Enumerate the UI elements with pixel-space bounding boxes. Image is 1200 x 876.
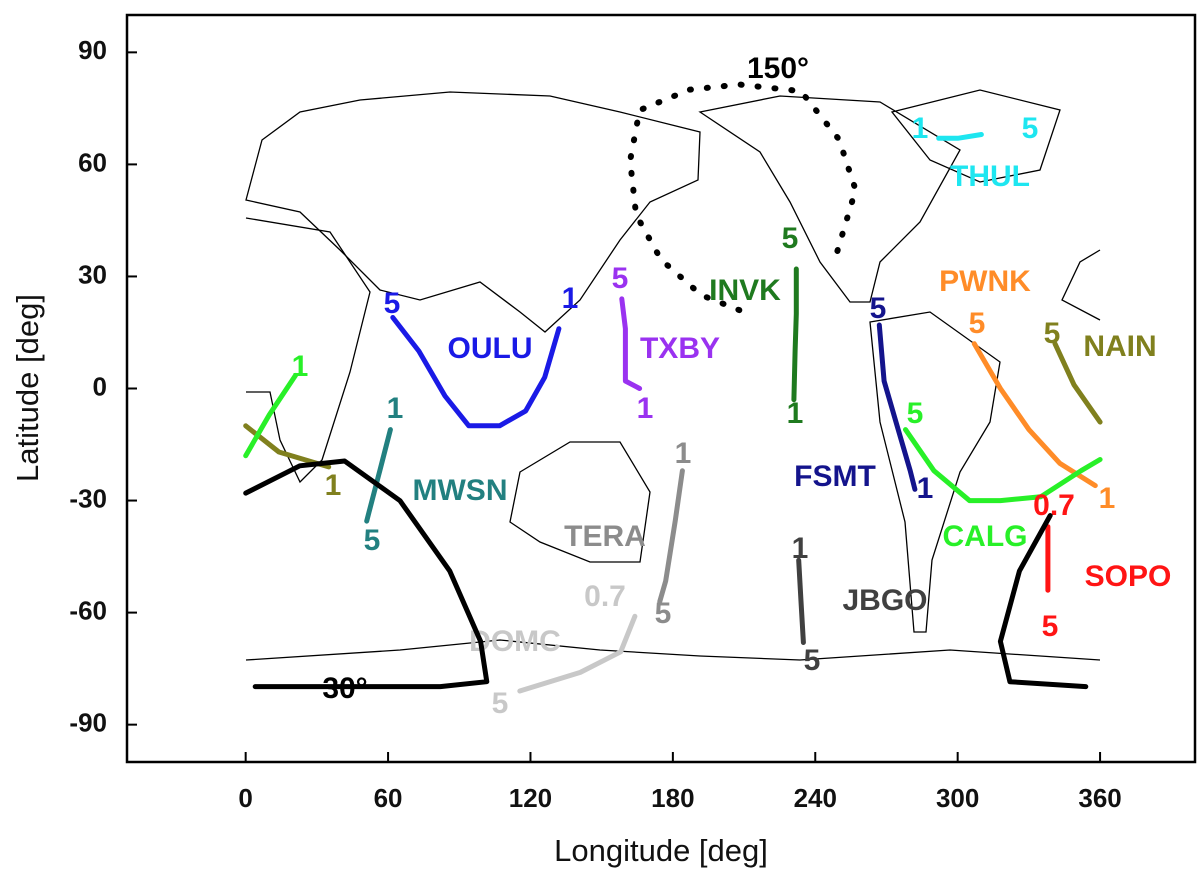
end-label: 5 [655, 597, 672, 630]
series-line [796, 557, 806, 645]
series-label: CALG [943, 520, 1028, 553]
start-label: 1 [1099, 482, 1116, 515]
y-tick-label: 0 [93, 371, 107, 401]
series-line [390, 315, 562, 429]
start-label: 1 [387, 392, 404, 425]
series-label: TERA [564, 520, 646, 553]
series-line [517, 613, 638, 694]
start-label: 1 [637, 392, 654, 425]
start-label: 1 [292, 350, 309, 383]
x-tick-label: 0 [238, 783, 252, 813]
series-line [791, 266, 799, 403]
start-label: 0.7 [584, 580, 626, 613]
end-label: 5 [384, 287, 401, 320]
series-label: 150° [747, 52, 809, 85]
coast-australia [509, 441, 651, 563]
series-label: SOPO [1085, 560, 1172, 593]
y-tick-label: 60 [78, 147, 107, 177]
end-label: 5 [907, 397, 924, 430]
y-tick-label: -90 [69, 708, 107, 738]
series-label: FSMT [794, 460, 876, 493]
start-label: 1 [917, 472, 934, 505]
series-label: INVK [709, 274, 781, 307]
series-line [619, 296, 643, 391]
series-line [627, 81, 859, 314]
series-label: JBGO [842, 584, 927, 617]
start-label: 1 [787, 397, 804, 430]
end-label: 5 [804, 644, 821, 677]
end-label: 5 [1022, 112, 1039, 145]
series-line [243, 458, 1089, 690]
end-label: 5 [1042, 610, 1059, 643]
coast-antarctica [245, 639, 1101, 661]
coast-eurasia [245, 91, 701, 333]
coast-greenland [890, 89, 1061, 183]
series-line [876, 322, 918, 492]
end-label: 5 [492, 687, 509, 720]
series-label: 30° [322, 672, 367, 705]
end-label: 5 [612, 262, 629, 295]
y-tick-label: -60 [69, 595, 107, 625]
x-tick-label: 360 [1078, 783, 1121, 813]
x-axis-title: Longitude [deg] [554, 833, 768, 868]
coast-west-africa [1061, 249, 1101, 321]
end-label: 5 [870, 292, 887, 325]
series-line [936, 132, 984, 141]
y-tick-label: 90 [78, 35, 107, 65]
start-label: 1 [912, 112, 929, 145]
series-label: PWNK [939, 265, 1031, 298]
series-label: OULU [448, 332, 533, 365]
x-tick-label: 60 [374, 783, 403, 813]
start-label: 1 [562, 282, 579, 315]
y-axis-title: Latitude [deg] [10, 294, 45, 482]
start-label: 1 [325, 469, 342, 502]
start-label: 1 [675, 437, 692, 470]
start-label: 1 [792, 532, 809, 565]
coast-north-america [698, 95, 961, 303]
series-label: THUL [950, 160, 1030, 193]
start-label: 0.7 [1033, 489, 1075, 522]
x-tick-label: 120 [509, 783, 552, 813]
end-label: 5 [364, 524, 381, 557]
series-line [243, 372, 1103, 504]
x-tick-label: 240 [794, 783, 837, 813]
end-label: 5 [782, 222, 799, 255]
series-label: TXBY [640, 332, 720, 365]
end-label: 5 [969, 307, 986, 340]
series-line [657, 468, 685, 604]
series-label: MWSN [413, 474, 508, 507]
series-line [364, 427, 393, 524]
x-tick-label: 180 [651, 783, 694, 813]
x-tick-label: 300 [936, 783, 979, 813]
series-label: NAIN [1083, 330, 1156, 363]
y-tick-label: 30 [78, 259, 107, 289]
series-line [971, 341, 1098, 489]
y-tick-label: -30 [69, 483, 107, 513]
end-label: 5 [1044, 317, 1061, 350]
